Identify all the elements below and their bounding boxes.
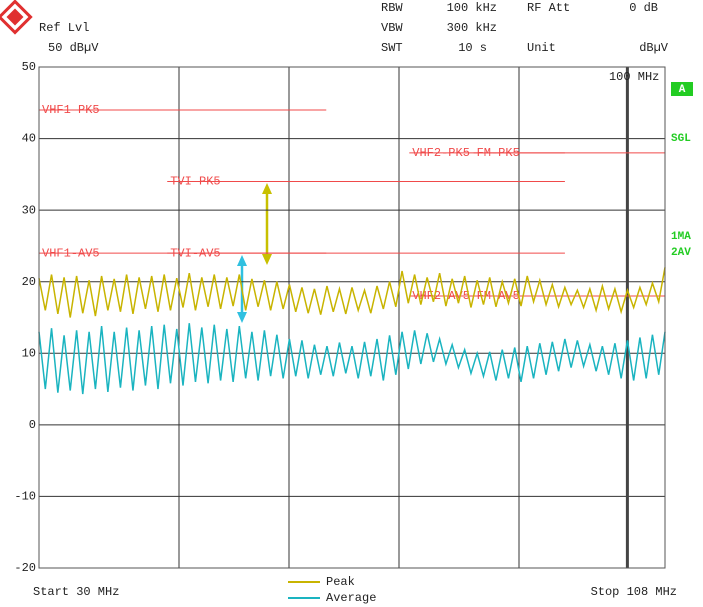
plot-border (38, 66, 666, 569)
setting-label: VBW (381, 21, 403, 35)
trace-line (38, 267, 666, 318)
arrow-head (262, 183, 272, 194)
setting-label: Unit (527, 41, 556, 55)
status-label: A (679, 84, 686, 96)
logo (0, 0, 33, 35)
plot-frame (38, 66, 666, 569)
setting-value: 0 dB (629, 1, 658, 15)
y-tick-label: -20 (14, 561, 36, 575)
status-label: SGL (671, 133, 691, 145)
legend-label: Average (326, 591, 376, 605)
y-tick-label: 20 (22, 275, 36, 289)
status-label: 1MA (671, 231, 691, 243)
setting-value: 100 kHz (447, 1, 497, 15)
ref-level-label: Ref Lvl (39, 21, 89, 35)
limit-label: VHF2-PK5 (412, 146, 470, 160)
stop-label: Stop 108 MHz (591, 585, 677, 599)
setting-value: 300 kHz (447, 21, 497, 35)
limit-label: VHF1-PK5 (42, 103, 100, 117)
arrow-head (237, 312, 247, 323)
arrow-head (262, 254, 272, 265)
annotation-arrow (262, 183, 272, 265)
y-tick-label: 10 (22, 346, 36, 360)
limit-label: TVI-AV5 (170, 246, 220, 260)
arrow-head (237, 255, 247, 266)
y-tick-label: 50 (22, 60, 36, 74)
setting-label: RF Att (527, 1, 570, 15)
setting-label: SWT (381, 41, 403, 55)
legend-label: Peak (326, 575, 355, 589)
limit-label: VHF1-AV5 (42, 246, 100, 260)
vertical-grid (178, 67, 520, 568)
setting-label: RBW (381, 1, 403, 15)
y-tick-label: 0 (29, 418, 36, 432)
start-label: Start 30 MHz (33, 585, 119, 599)
setting-value: dBµV (639, 41, 669, 55)
trace-line (38, 323, 666, 395)
ref-level-value: 50 dBµV (48, 41, 99, 55)
y-tick-label: 40 (22, 132, 36, 146)
limit-label: FM-PK5 (477, 146, 520, 160)
status-box (671, 82, 693, 96)
y-tick-label: -10 (14, 490, 36, 504)
setting-value: 10 s (458, 41, 487, 55)
limit-label: TVI-PK5 (170, 175, 220, 189)
status-label: 2AV (671, 247, 691, 259)
y-tick-label: 30 (22, 203, 36, 217)
marker-label: 100 MHz (609, 70, 659, 84)
